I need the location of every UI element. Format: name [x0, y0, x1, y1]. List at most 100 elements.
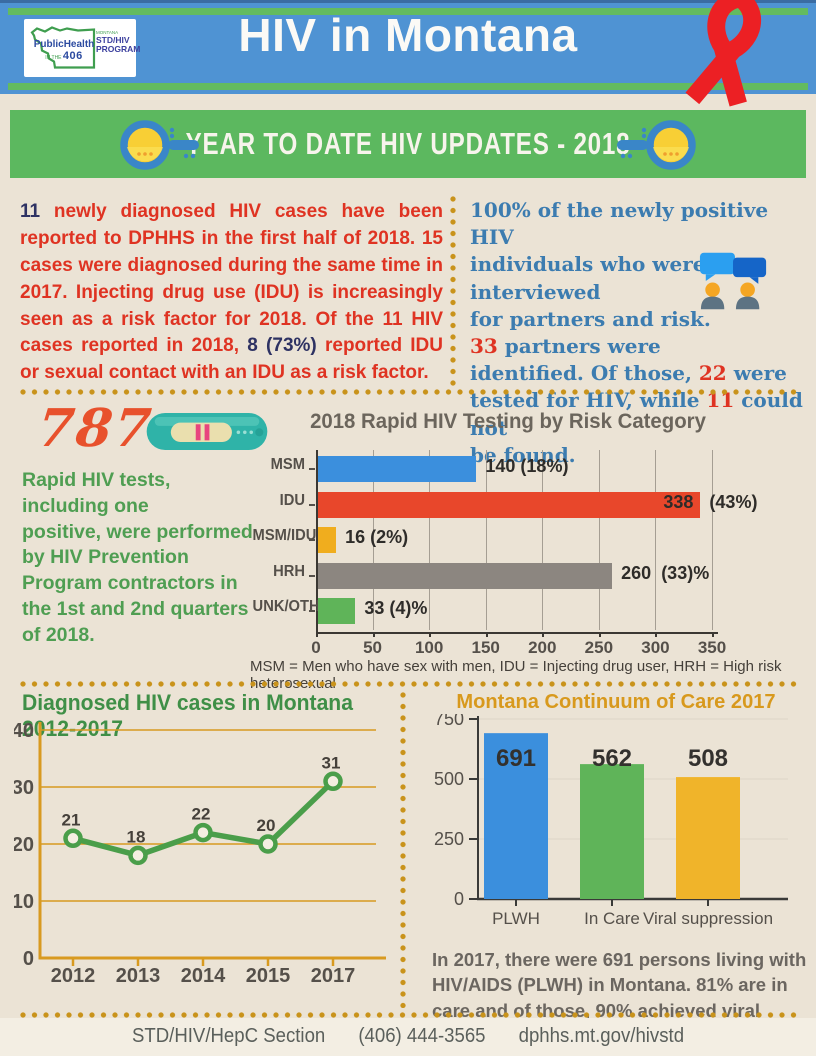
page-title: HIV in Montana — [238, 9, 578, 61]
footer-url: dphhs.mt.gov/hivstd — [518, 1025, 685, 1047]
bar — [318, 598, 356, 624]
category-tick — [309, 610, 315, 612]
divider-horizontal-1 — [20, 389, 797, 395]
svg-text:20: 20 — [14, 834, 34, 856]
gridline — [429, 450, 431, 630]
footer-contact: STD/HIV/HepC Section (406) 444-3565 dphh… — [29, 1018, 788, 1056]
x-tick-label: 100 — [414, 638, 444, 657]
gridline — [598, 450, 600, 630]
header-accent-stripe-top — [8, 8, 808, 15]
svg-text:31: 31 — [322, 753, 341, 772]
header-bar: HIV in Montana PublicHealth IN THE 406 M… — [0, 0, 816, 94]
logo-program-name: MONTANA STD/HIV PROGRAM — [96, 30, 141, 54]
rapid-tests-count: 787 — [34, 398, 156, 459]
gridline — [485, 450, 487, 630]
svg-text:2013: 2013 — [116, 965, 161, 987]
svg-text:691: 691 — [496, 745, 536, 772]
rapid-test-cassette-icon — [146, 413, 268, 455]
diagnosed-cases-chart: Diagnosed HIV cases in Montana 2012-2017… — [14, 690, 402, 996]
bar — [318, 456, 477, 482]
category-tick — [309, 503, 315, 506]
svg-text:250: 250 — [434, 829, 464, 849]
footer-phone: (406) 444-3565 — [358, 1025, 486, 1047]
svg-text:562: 562 — [592, 745, 632, 772]
svg-text:18: 18 — [127, 827, 146, 846]
header-top-edge — [0, 0, 816, 3]
x-tick-label: 250 — [584, 638, 614, 657]
svg-text:508: 508 — [688, 745, 728, 772]
svg-text:20: 20 — [257, 816, 276, 835]
gridline — [372, 450, 374, 630]
banner-title: YEAR TO DATE HIV UPDATES - 2018 — [185, 126, 631, 161]
agency-logo: PublicHealth IN THE 406 MONTANA STD/HIV … — [24, 19, 141, 77]
divider-vertical-top — [450, 196, 456, 390]
svg-text:In Care: In Care — [584, 909, 640, 928]
axis-tick — [712, 632, 714, 637]
line-chart-plot: 0 10 20 30 40 21 2012 18 2013 22 2014 20 2015 31 2017 — [14, 720, 386, 987]
axis-tick — [655, 632, 658, 637]
divider-vertical-bottom — [400, 692, 406, 1008]
svg-text:0: 0 — [23, 948, 34, 970]
bar-value-inside: 338 — [663, 491, 694, 512]
awareness-ribbon-icon — [655, 0, 797, 136]
divider-horizontal-2 — [20, 681, 797, 687]
svg-text:40: 40 — [14, 720, 34, 742]
x-tick-label: 150 — [471, 638, 500, 657]
svg-text:2017: 2017 — [311, 965, 356, 987]
svg-text:Viral suppression: Viral suppression — [643, 909, 773, 928]
y-axis — [316, 450, 318, 633]
bar — [318, 562, 613, 589]
x-axis — [316, 632, 718, 634]
svg-text:21: 21 — [62, 810, 81, 829]
bar-value: 16 (2%) — [345, 527, 409, 547]
x-tick-label: 0 — [311, 638, 321, 657]
montana-state-icon: PublicHealth IN THE 406 — [28, 23, 98, 73]
x-tick-label: 350 — [697, 638, 727, 657]
bar-value: 33 (4)% — [364, 598, 428, 618]
svg-text:2012: 2012 — [51, 965, 96, 987]
gridline — [655, 450, 657, 630]
category-label: HRH — [273, 562, 305, 580]
x-tick-label: 300 — [641, 638, 670, 657]
risk-chart-note: MSM = Men who have sex with men, IDU = I… — [250, 658, 782, 692]
axis-tick — [429, 632, 432, 637]
svg-text:500: 500 — [434, 769, 464, 789]
rapid-tests-description: Rapid HIV tests, including one positive,… — [22, 469, 253, 646]
svg-text:10: 10 — [14, 891, 34, 913]
svg-text:750: 750 — [434, 714, 464, 729]
svg-text:22: 22 — [192, 805, 211, 824]
axis-tick — [542, 632, 545, 637]
logo-tagline: IN THE 406 — [31, 50, 97, 62]
category-label: MSM/IDU — [252, 527, 317, 544]
bar-value: (43%) — [709, 491, 758, 512]
summary-paragraph: 11 newly diagnosed HIV cases have been r… — [20, 201, 443, 384]
partners-chat-icon — [698, 250, 770, 317]
axis-tick — [485, 632, 488, 637]
bar-value: 260 (33)% — [621, 562, 710, 583]
x-tick-label: 200 — [528, 638, 557, 657]
magnifying-glass-icon-left — [118, 116, 210, 179]
logo-406: 406 — [62, 50, 83, 62]
gridline — [542, 450, 544, 630]
svg-text:PLWH: PLWH — [492, 909, 540, 928]
axis-tick — [598, 632, 601, 637]
category-label: MSM — [270, 456, 305, 473]
divider-horizontal-3 — [20, 1012, 797, 1018]
bar — [318, 491, 701, 518]
care-chart-plot: 0 250 500 750 691 PLWH 562 In Care 508 Viral supp… — [434, 709, 788, 928]
header-accent-stripe-bottom — [8, 83, 808, 90]
bar — [318, 527, 337, 553]
magnifying-glass-icon-right — [606, 116, 698, 179]
axis-tick — [372, 632, 375, 637]
footer-section-name: STD/HIV/HepC Section — [131, 1025, 326, 1047]
risk-chart-title: 2018 Rapid HIV Testing by Risk Category — [310, 410, 706, 433]
risk-chart-plot: 0 50 100 150 200 250 300 350 MSM 140 (18%) IDU 338 (… — [248, 448, 810, 660]
x-tick-label: 50 — [363, 638, 383, 657]
continuum-of-care-section: Montana Continuum of Care 2017 0 250 500 75… — [420, 690, 812, 1048]
category-tick — [309, 574, 315, 577]
footer-bar: STD/HIV/HepC Section (406) 444-3565 dphh… — [0, 1018, 816, 1056]
care-chart-title: Montana Continuum of Care 2017 — [456, 690, 776, 713]
category-label: UNK/OTH — [252, 598, 320, 615]
svg-text:2014: 2014 — [181, 965, 226, 987]
